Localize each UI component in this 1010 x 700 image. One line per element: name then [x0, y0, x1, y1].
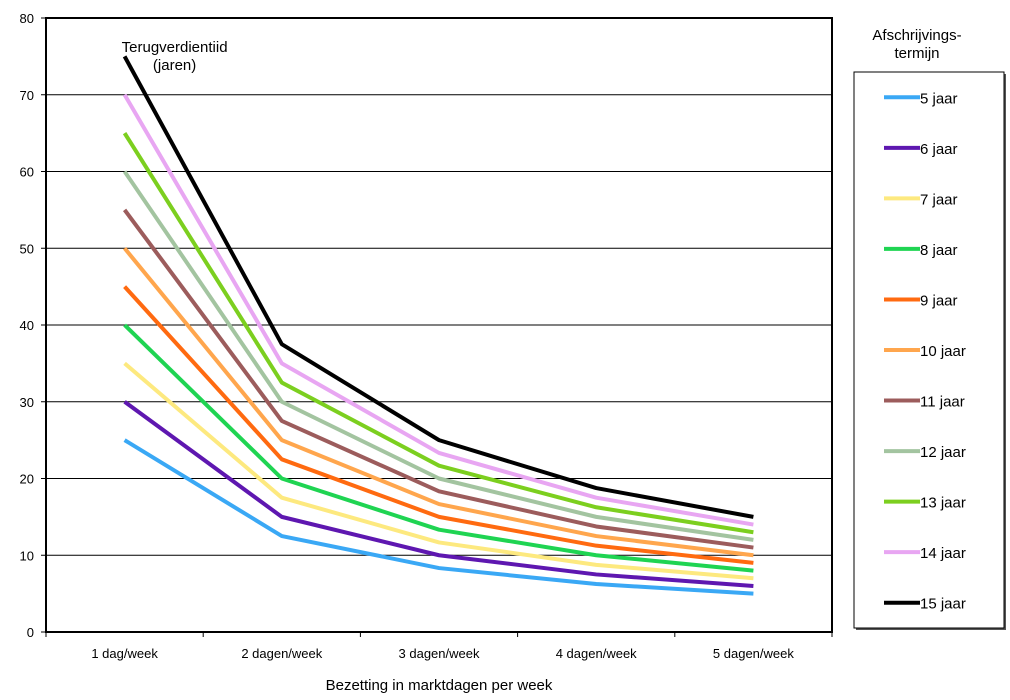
legend-label: 9 jaar	[920, 292, 958, 309]
y-tick-label: 20	[20, 472, 34, 487]
legend-title-line-2: termijn	[894, 45, 939, 62]
x-tick-label: 3 dagen/week	[399, 646, 480, 661]
y-tick-label: 10	[20, 548, 34, 563]
legend-label: 10 jaar	[920, 343, 966, 360]
legend-title-line-1: Afschrijvings-	[872, 27, 961, 44]
series-line	[122, 55, 754, 519]
series-line	[122, 170, 754, 542]
legend: 5 jaar 6 jaar 7 jaar 8 jaar 9 jaar 10 jaar 11 …	[853, 71, 1006, 630]
y-axis-ticks: 0 10 20 30 40 50 60 70 80	[20, 11, 46, 640]
legend-label: 12 jaar	[920, 444, 966, 461]
series-line	[123, 361, 754, 581]
y-tick-label: 40	[20, 318, 34, 333]
series-line	[122, 208, 754, 550]
series-line	[123, 400, 754, 588]
series-line	[123, 438, 754, 596]
series-line	[122, 93, 754, 527]
y-tick-label: 30	[20, 395, 34, 410]
legend-label: 14 jaar	[920, 545, 966, 562]
legend-label: 15 jaar	[920, 596, 966, 613]
x-tick-label: 2 dagen/week	[241, 646, 322, 661]
y-tick-label: 80	[20, 11, 34, 26]
legend-label: 13 jaar	[920, 495, 966, 512]
series-line	[123, 246, 754, 558]
y-tick-label: 50	[20, 241, 34, 256]
legend-label: 8 jaar	[920, 242, 958, 259]
plot-area-frame	[45, 17, 833, 633]
y-tick-label: 60	[20, 165, 34, 180]
legend-label: 11 jaar	[920, 394, 965, 411]
x-tick-label: 5 dagen/week	[713, 646, 794, 661]
annotation-line-2: (jaren)	[153, 57, 196, 74]
legend-label: 7 jaar	[920, 191, 958, 208]
series-lines	[122, 55, 754, 596]
series-line	[123, 323, 754, 573]
x-axis-ticks: 1 dag/week 2 dagen/week 3 dagen/week 4 dage…	[45, 632, 833, 661]
legend-box	[853, 71, 1005, 629]
y-tick-label: 70	[20, 88, 34, 103]
y-tick-label: 0	[27, 625, 34, 640]
series-line	[122, 132, 754, 535]
annotation-line-1: Terugverdientiid	[122, 39, 228, 56]
x-tick-label: 1 dag/week	[91, 646, 158, 661]
series-line	[123, 285, 754, 565]
x-tick-label: 4 dagen/week	[556, 646, 637, 661]
legend-label: 6 jaar	[920, 141, 958, 158]
legend-label: 5 jaar	[920, 90, 958, 107]
x-axis-title: Bezetting in marktdagen per week	[326, 677, 553, 694]
